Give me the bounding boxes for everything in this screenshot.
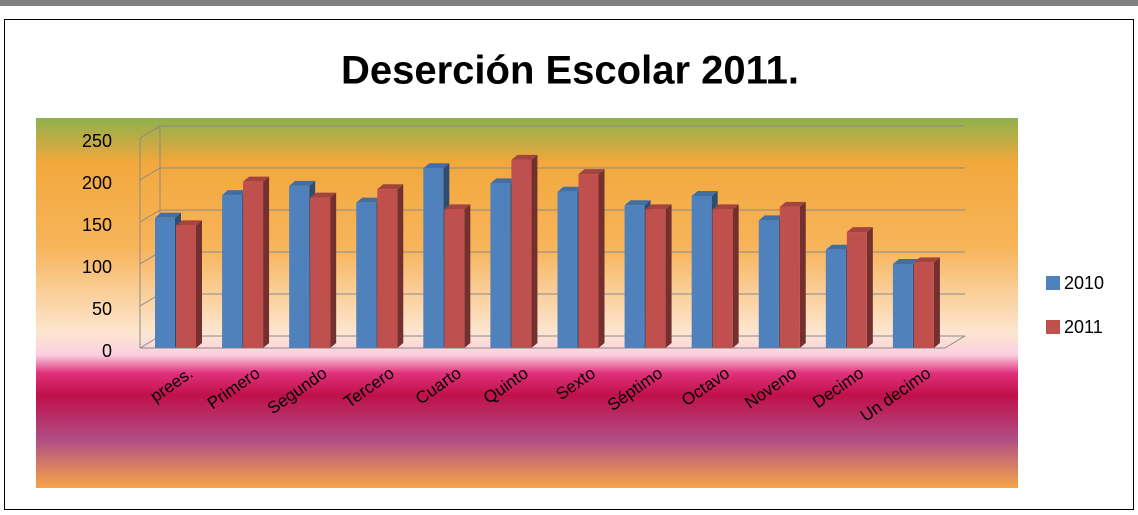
y-tick-label: 150 [82,215,112,235]
bar-top [444,204,471,210]
bar-top [243,176,270,182]
floor-right [944,335,966,349]
chart-title: Deserción Escolar 2011. [341,49,799,93]
bar-top [511,154,538,160]
grid-line-side [139,125,161,139]
bar-top [645,204,672,210]
bar-side [531,154,538,348]
bar-top [490,178,517,184]
bar-top [310,192,337,198]
bar-top [712,204,739,210]
bar-side [330,192,337,348]
bar-side [464,204,471,348]
legend-label: 2011 [1064,317,1103,337]
top-bar [0,0,1138,6]
bar-top [423,163,450,169]
bar [356,202,377,348]
bar [846,232,867,348]
legend-label: 2010 [1064,273,1104,293]
bar-side [598,169,605,348]
bar [176,225,196,348]
bar [222,195,243,348]
bar [490,183,511,348]
bar [691,195,712,348]
bar [758,220,779,348]
grid-line-side [139,209,161,223]
bar-top [176,220,202,226]
bar-side [933,257,940,348]
bar [557,191,578,348]
bar [377,189,398,348]
bar-top [155,212,181,218]
bar [892,264,913,348]
bar [624,205,645,348]
bar-side [866,227,873,348]
bar-side [263,176,270,348]
legend-swatch [1046,276,1060,290]
bar [913,262,934,348]
bar-top [892,259,919,264]
bar-top [377,184,404,190]
bar [645,209,666,348]
y-tick-label: 200 [82,173,112,193]
bar-top [356,197,383,203]
grid-line-side [139,167,161,181]
bar [310,197,331,348]
bar [423,168,444,348]
y-tick-label: 50 [92,299,112,319]
bar [779,206,800,348]
y-tick-label: 100 [82,257,112,277]
bar-top [578,169,605,175]
bar [712,209,733,348]
bar-side [799,201,806,348]
legend-swatch [1046,320,1060,334]
bar-top [691,190,718,196]
bar-top [825,244,852,250]
y-tick-label: 0 [102,341,112,361]
bar [289,185,310,348]
bar-top [557,186,584,192]
bar-side [665,204,672,348]
bar-side [732,204,739,348]
bar [511,159,532,348]
bar-side [196,220,202,348]
bar [155,217,175,348]
bar [243,181,264,348]
y-tick-label: 250 [82,131,112,151]
bar-side [397,184,404,348]
bar-top [624,200,651,206]
bar-top [289,180,316,186]
bar-top [846,227,873,233]
bar [578,174,599,348]
bar-top [222,190,249,196]
bar [825,249,846,348]
bar [444,209,465,348]
bar-top [758,215,785,221]
bar-top [779,201,806,207]
bar-top [913,257,940,263]
